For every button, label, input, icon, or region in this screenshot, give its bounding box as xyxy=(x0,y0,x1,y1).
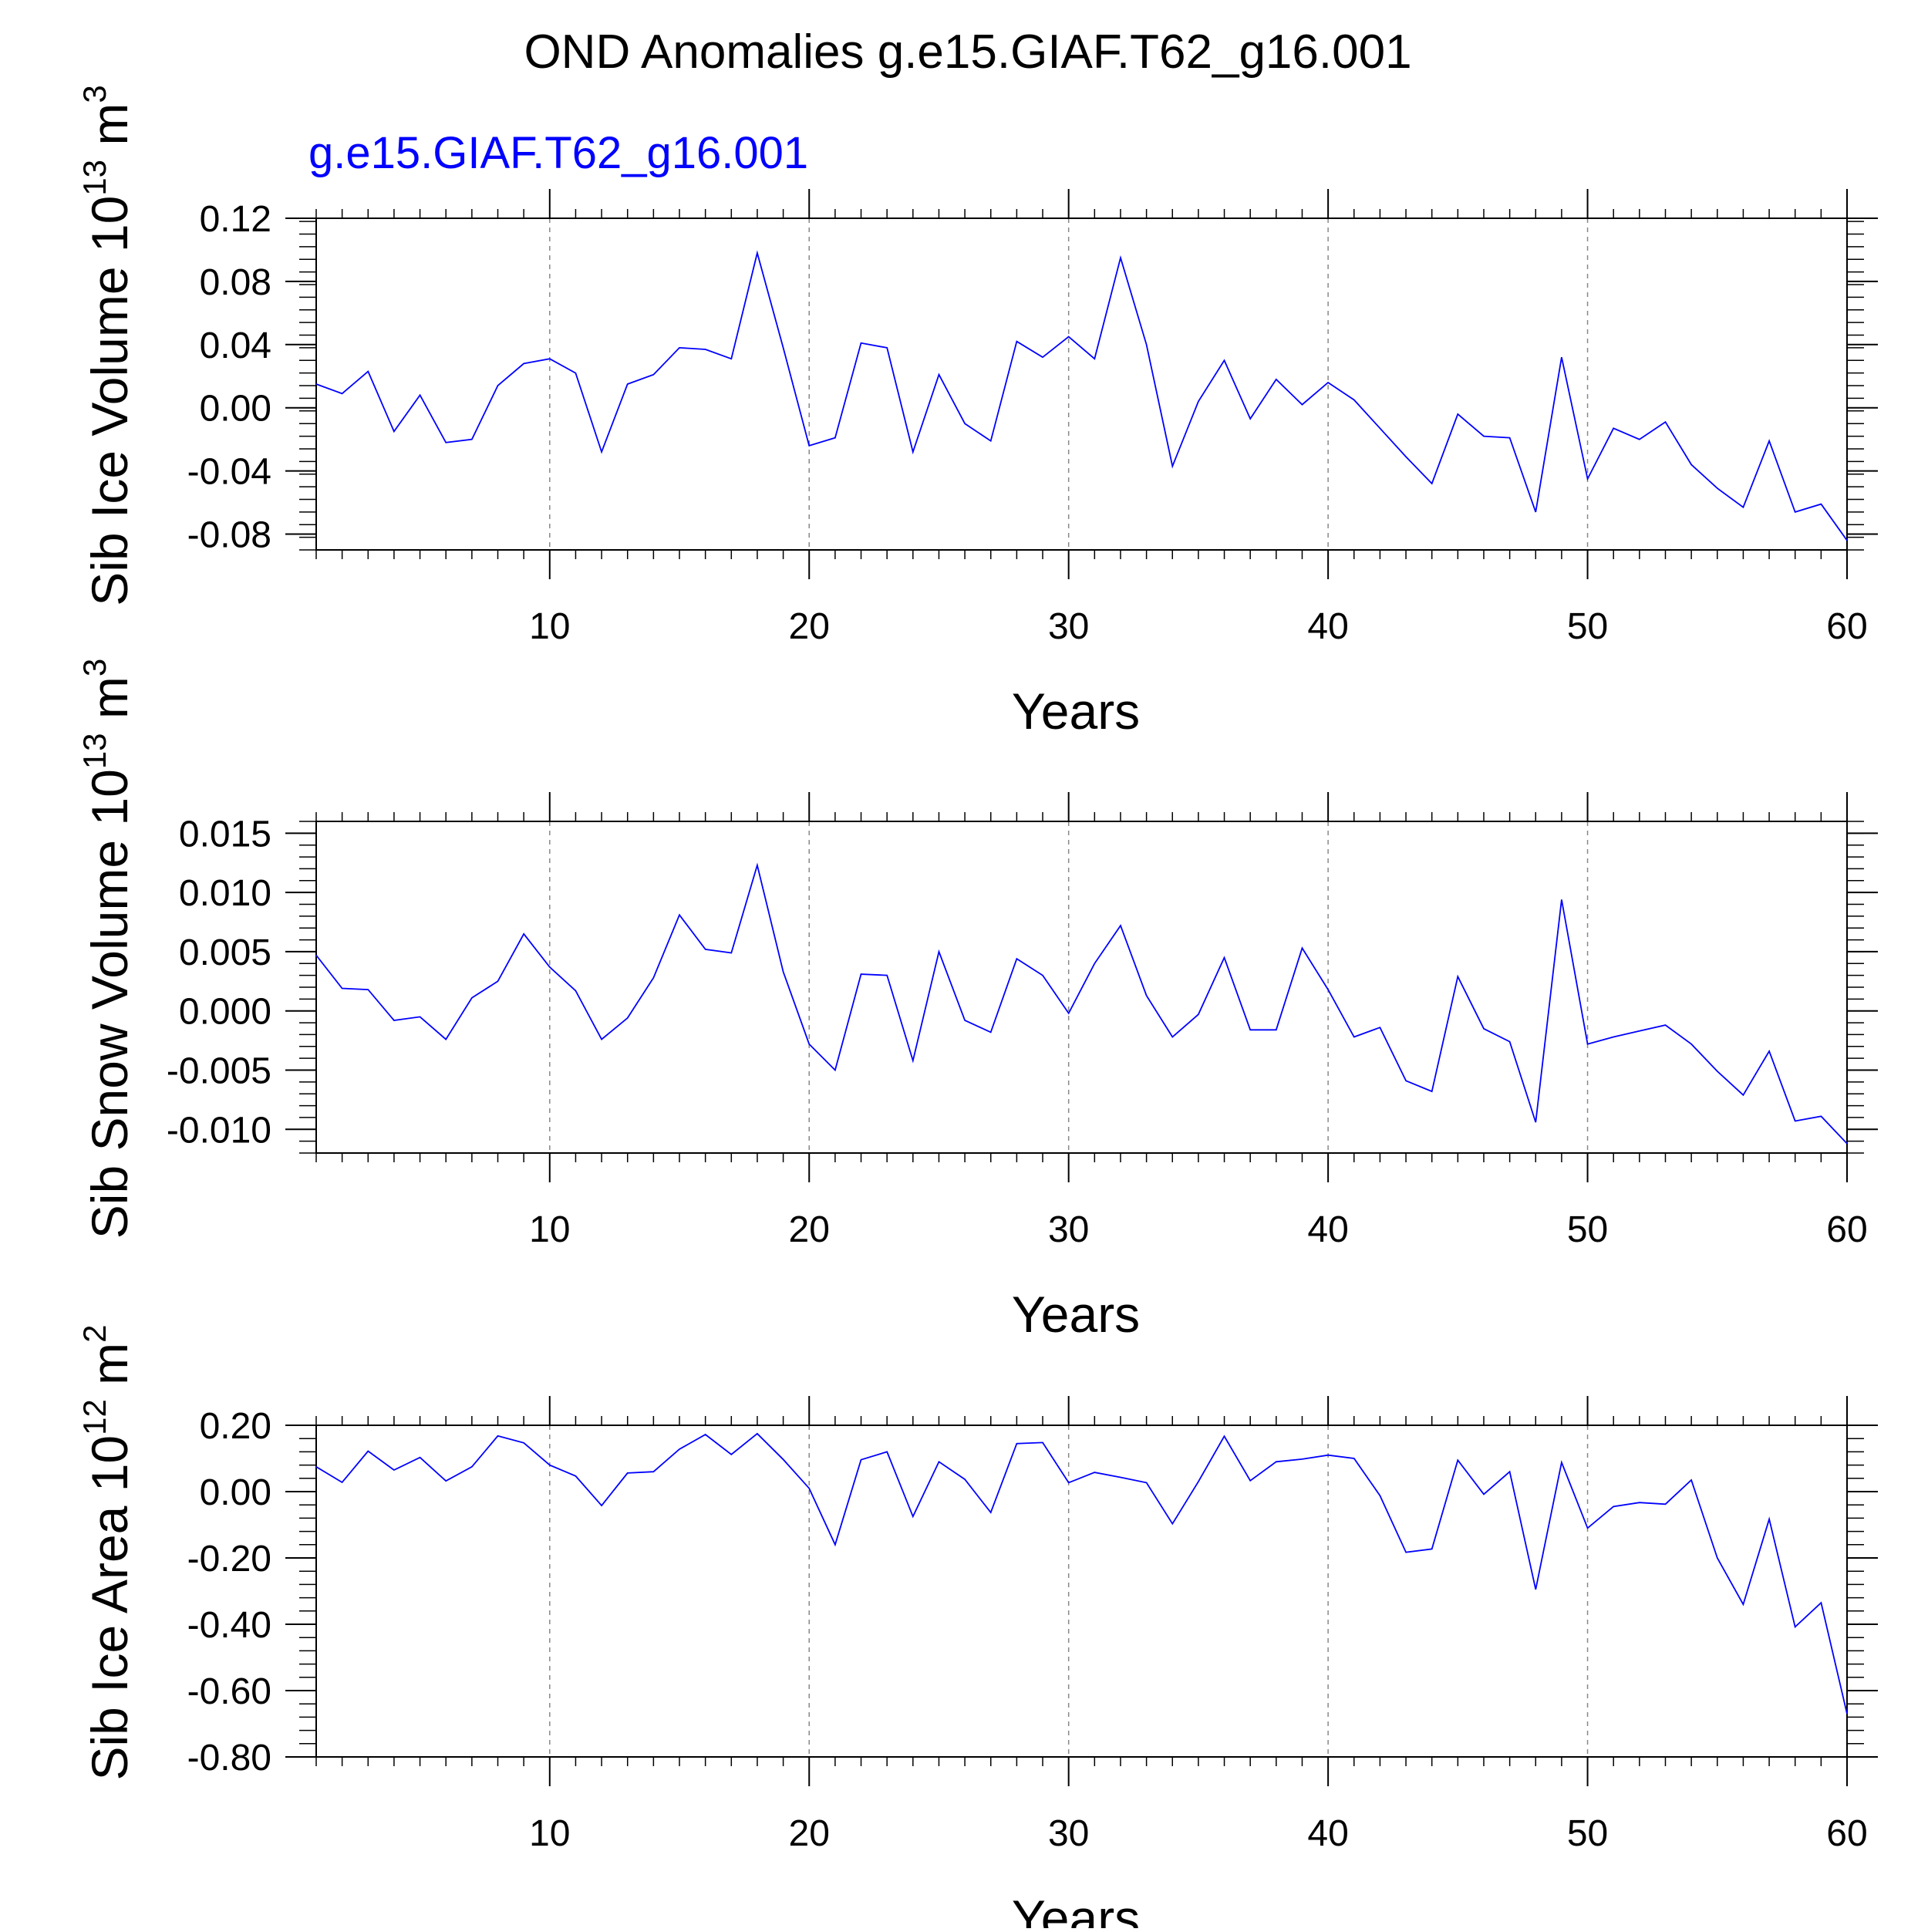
x-tick-label: 60 xyxy=(1826,606,1867,647)
x-tick-label: 60 xyxy=(1826,1813,1867,1854)
x-tick-label: 50 xyxy=(1567,606,1608,647)
y-tick-label: -0.08 xyxy=(187,515,271,556)
x-tick-label: 40 xyxy=(1307,1813,1348,1854)
x-tick-label: 10 xyxy=(529,1209,570,1250)
figure-title: OND Anomalies g.e15.GIAF.T62_g16.001 xyxy=(524,25,1411,79)
y-tick-label: -0.40 xyxy=(187,1605,271,1646)
x-axis-label: Years xyxy=(1012,1286,1140,1343)
y-tick-label: 0.010 xyxy=(179,873,271,914)
series-label: g.e15.GIAF.T62_g16.001 xyxy=(308,128,808,178)
y-axis-label: Sib Ice Area 1012 m2 xyxy=(76,1324,138,1780)
x-axis-label: Years xyxy=(1012,1890,1140,1928)
chart-panels: 10 20 30 40 50 60 -0.08 -0.04 0.00 0.04 0.08 0.12 Ye… xyxy=(76,85,1878,1928)
series-line xyxy=(316,865,1847,1144)
x-tick-label: 30 xyxy=(1048,606,1089,647)
x-tick-label: 10 xyxy=(529,1813,570,1854)
series-line xyxy=(316,1434,1847,1714)
x-tick-label: 20 xyxy=(789,606,830,647)
y-tick-label: 0.00 xyxy=(200,1472,271,1513)
y-tick-label: 0.015 xyxy=(179,814,271,855)
panel-2: 10 20 30 40 50 60 -0.010 -0.005 0.000 0.005 0.010 0… xyxy=(76,659,1878,1343)
x-tick-label: 10 xyxy=(529,606,570,647)
y-axis-label: Sib Ice Volume 1013 m3 xyxy=(76,85,138,605)
y-tick-label: 0.000 xyxy=(179,992,271,1033)
x-tick-label: 50 xyxy=(1567,1813,1608,1854)
x-tick-label: 20 xyxy=(789,1813,830,1854)
x-tick-label: 40 xyxy=(1307,606,1348,647)
y-tick-label: 0.005 xyxy=(179,932,271,973)
y-tick-label: -0.60 xyxy=(187,1671,271,1712)
y-tick-label: -0.04 xyxy=(187,452,271,493)
y-tick-label: 0.20 xyxy=(200,1406,271,1447)
y-tick-label: 0.04 xyxy=(200,325,271,366)
y-tick-label: -0.20 xyxy=(187,1539,271,1580)
y-tick-label: 0.08 xyxy=(200,262,271,303)
x-axis-label: Years xyxy=(1012,683,1140,740)
x-tick-label: 30 xyxy=(1048,1813,1089,1854)
y-tick-label: -0.010 xyxy=(167,1110,271,1151)
y-tick-label: 0.00 xyxy=(200,389,271,430)
y-tick-label: 0.12 xyxy=(200,199,271,240)
y-tick-label: -0.005 xyxy=(167,1051,271,1092)
y-axis-label: Sib Snow Volume 1013 m3 xyxy=(76,659,138,1239)
plot-frame xyxy=(316,1425,1847,1757)
x-tick-label: 40 xyxy=(1307,1209,1348,1250)
x-tick-label: 50 xyxy=(1567,1209,1608,1250)
panel-3: 10 20 30 40 50 60 -0.80 -0.60 -0.40 -0.20 0.00 0.20… xyxy=(76,1324,1878,1928)
x-tick-label: 30 xyxy=(1048,1209,1089,1250)
panel-1: 10 20 30 40 50 60 -0.08 -0.04 0.00 0.04 0.08 0.12 Ye… xyxy=(76,85,1878,740)
series-line xyxy=(316,253,1847,541)
x-tick-label: 20 xyxy=(789,1209,830,1250)
x-tick-label: 60 xyxy=(1826,1209,1867,1250)
plot-frame xyxy=(316,218,1847,550)
y-tick-label: -0.80 xyxy=(187,1738,271,1779)
